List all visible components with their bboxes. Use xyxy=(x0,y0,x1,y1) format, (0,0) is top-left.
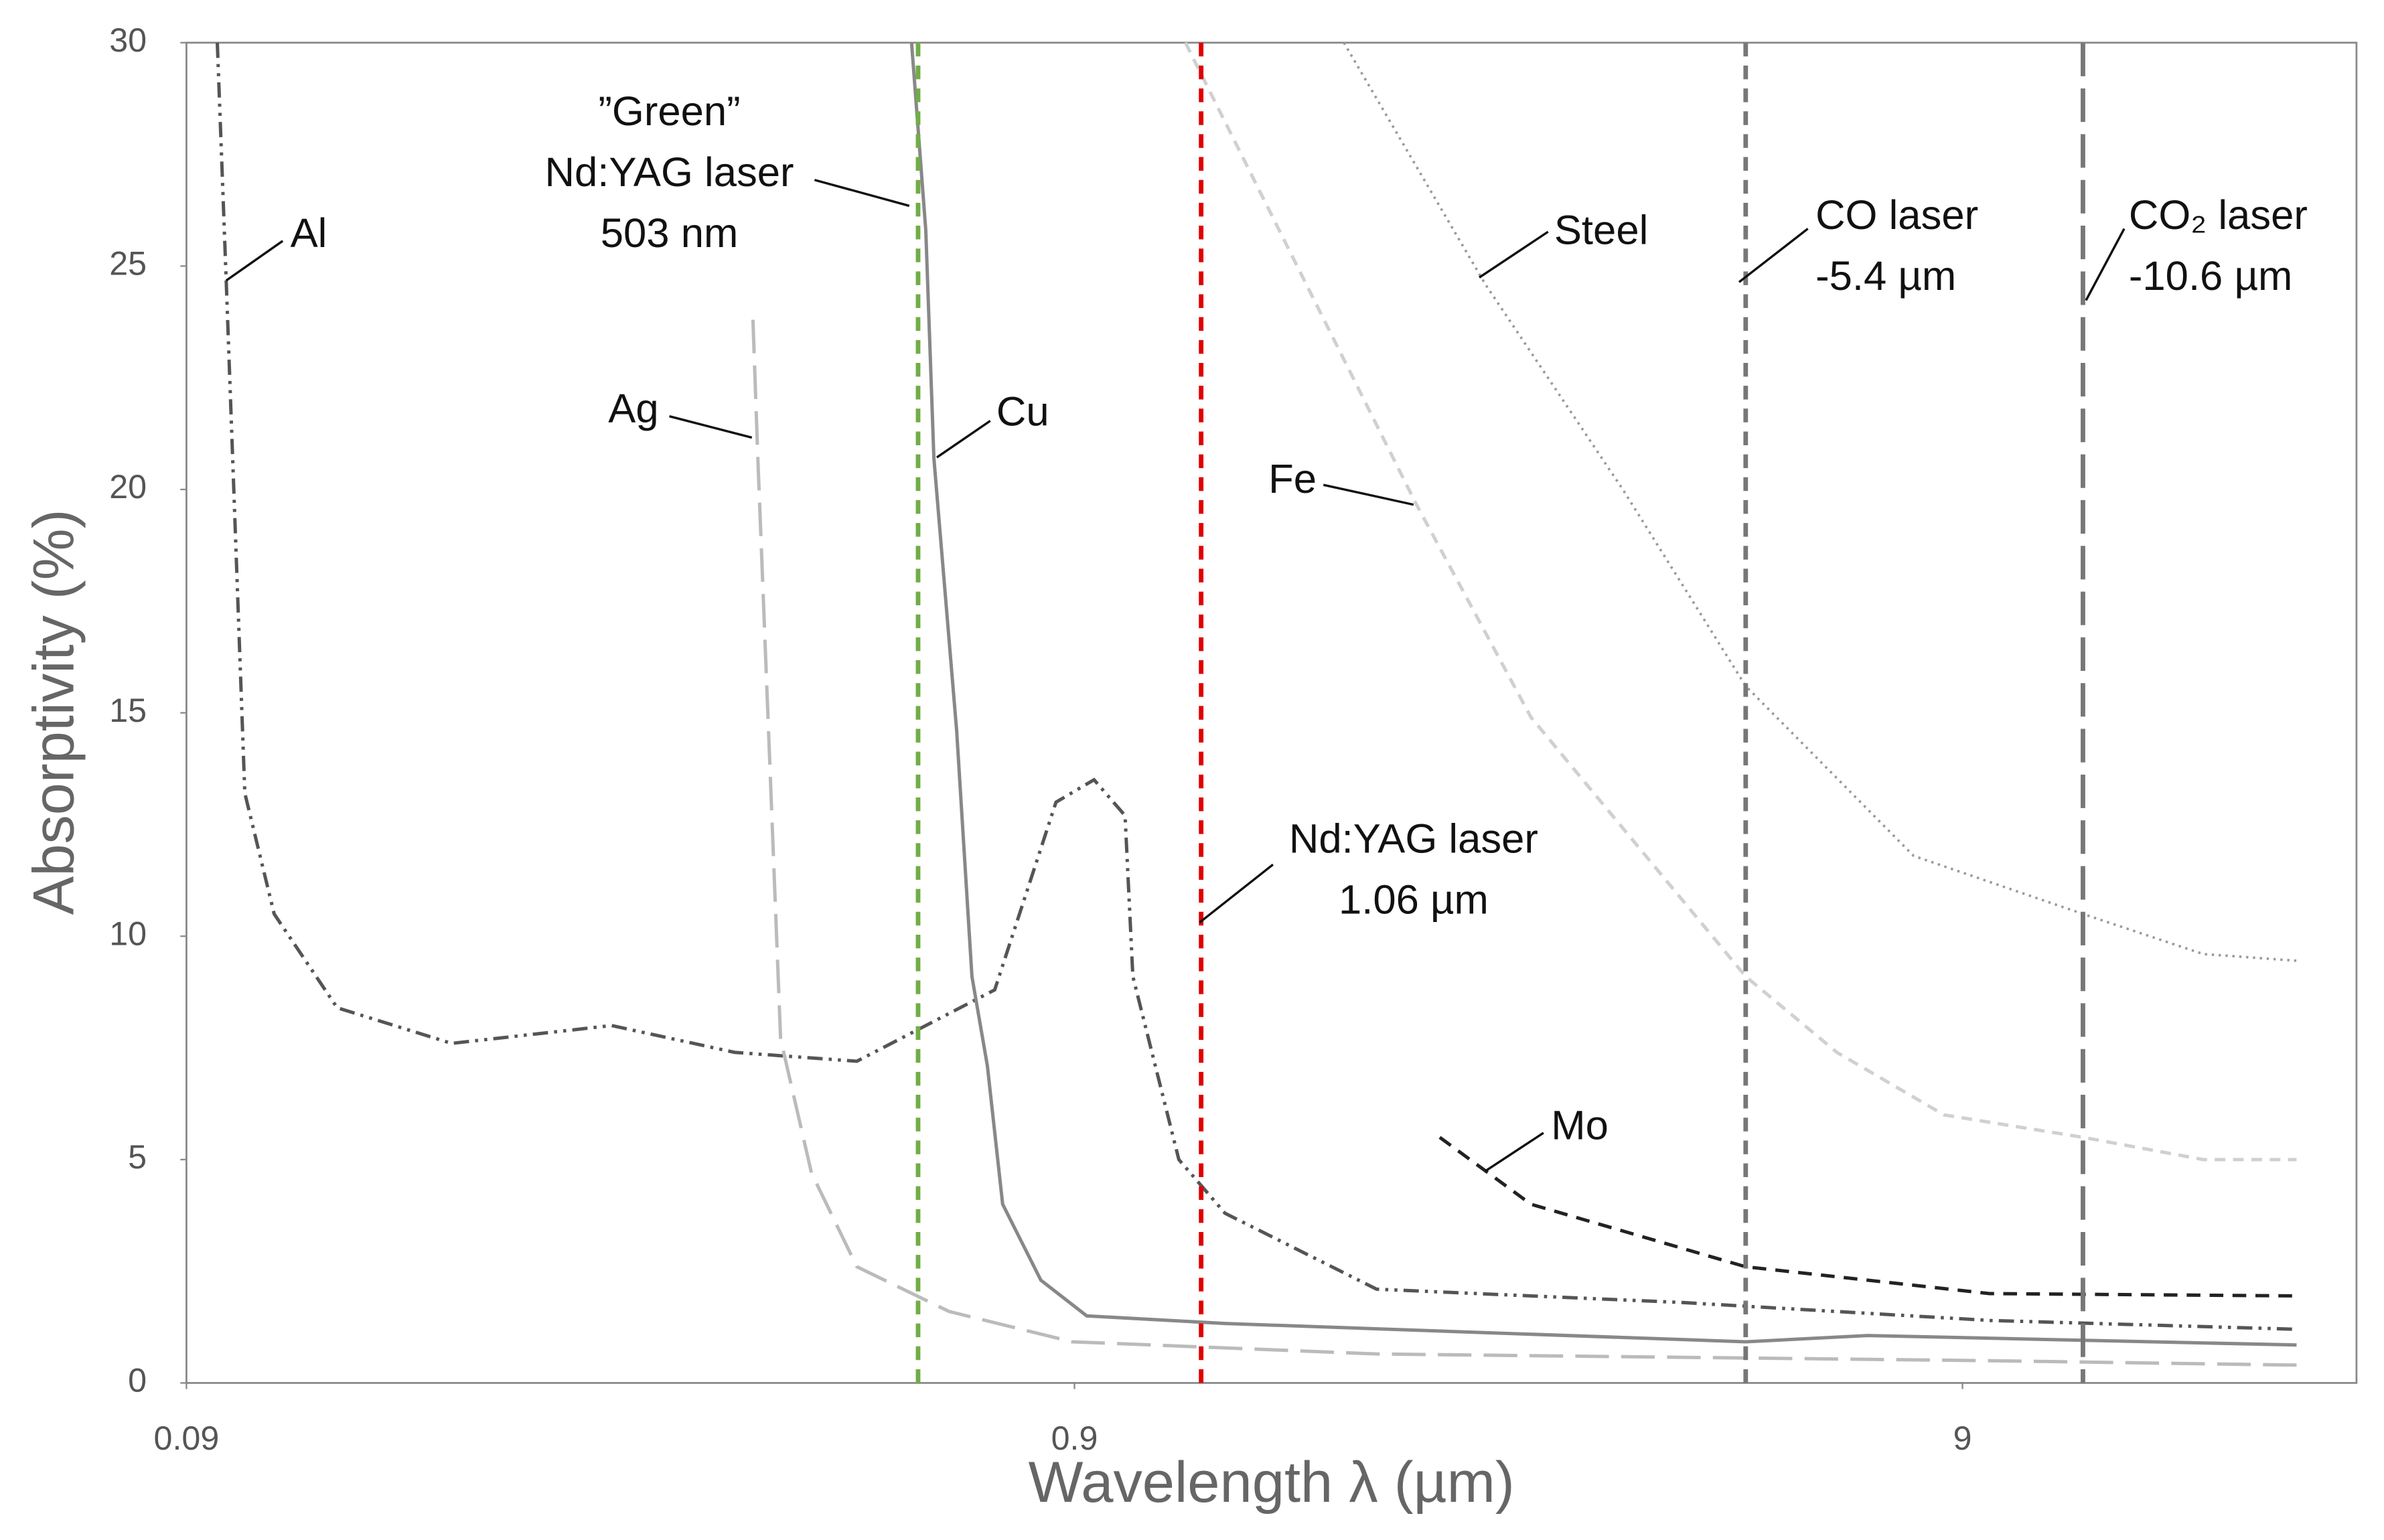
x-tick-label: 0.09 xyxy=(154,1419,220,1457)
callout-leader xyxy=(1323,483,1414,506)
y-tick-label: 15 xyxy=(109,692,147,729)
laser-label: Nd:YAG laser xyxy=(1289,816,1538,862)
y-tick-label: 30 xyxy=(109,21,147,59)
x-tick-label: 9 xyxy=(1953,1419,1972,1457)
series-label: Steel xyxy=(1554,208,1648,254)
callout-leader xyxy=(1738,228,1809,283)
laser-label: -10.6 µm xyxy=(2129,253,2292,299)
series-line xyxy=(909,42,2297,1347)
series-line xyxy=(1183,42,2297,1162)
laser-label: -5.4 µm xyxy=(1815,253,1956,299)
callout-leader xyxy=(1199,863,1274,924)
series-label: Cu xyxy=(996,389,1049,435)
series-label: Ag xyxy=(608,386,658,432)
y-tick-label: 25 xyxy=(109,245,147,283)
callout-leader xyxy=(936,420,991,459)
series-label: Fe xyxy=(1268,456,1317,502)
plot-frame xyxy=(185,42,2358,1384)
callout-leader xyxy=(814,179,910,208)
callout-leader xyxy=(669,415,753,439)
x-axis-title: Wavelength λ (µm) xyxy=(1029,1450,1515,1515)
laser-label: CO laser xyxy=(1815,192,1978,238)
y-tick-label: 5 xyxy=(128,1138,147,1176)
callout-leader xyxy=(1479,230,1549,279)
series-line xyxy=(215,42,2297,1331)
callout-leader xyxy=(1485,1132,1544,1172)
laser-label: Nd:YAG laser xyxy=(544,149,794,196)
laser-label: 1.06 µm xyxy=(1339,876,1489,923)
x-tick-label: 0.9 xyxy=(1051,1419,1098,1457)
y-tick-label: 20 xyxy=(109,468,147,506)
y-axis-title: Absorptivity (%) xyxy=(22,510,86,915)
y-tick-label: 10 xyxy=(109,915,147,953)
series-label: Mo xyxy=(1551,1102,1609,1148)
callout-leader xyxy=(225,240,284,282)
laser-label: ”Green” xyxy=(598,88,740,135)
laser-label: 503 nm xyxy=(601,210,739,256)
y-tick-label: 0 xyxy=(128,1362,147,1399)
series-line xyxy=(1438,1136,2297,1298)
laser-label: CO₂ laser xyxy=(2129,192,2308,238)
callout-leader xyxy=(2085,228,2126,301)
series-line xyxy=(751,319,2297,1367)
series-label: Al xyxy=(291,210,327,256)
